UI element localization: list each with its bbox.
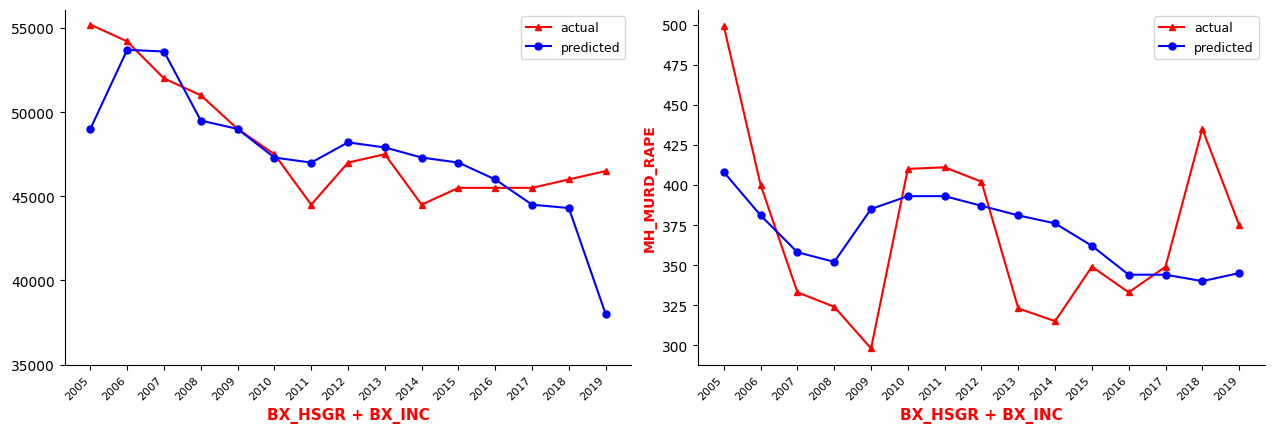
predicted	[83, 127, 98, 132]
actual	[120, 40, 135, 45]
actual	[341, 161, 356, 166]
predicted	[753, 213, 768, 218]
actual	[193, 93, 208, 99]
actual	[1048, 319, 1063, 324]
predicted	[827, 260, 842, 265]
Line: actual: actual	[721, 24, 1242, 352]
predicted	[193, 118, 208, 124]
Line: predicted: predicted	[721, 169, 1243, 285]
predicted	[450, 161, 466, 166]
actual	[1011, 306, 1026, 311]
Y-axis label: MH_MURD_RAPE: MH_MURD_RAPE	[643, 124, 657, 252]
actual	[561, 178, 577, 183]
Line: predicted: predicted	[87, 47, 609, 318]
actual	[1122, 290, 1137, 295]
actual	[1194, 127, 1210, 132]
actual	[716, 25, 731, 30]
actual	[524, 186, 540, 191]
actual	[487, 186, 503, 191]
predicted	[267, 155, 282, 161]
X-axis label: BX_HSGR + BX_INC: BX_HSGR + BX_INC	[900, 407, 1063, 423]
actual	[1157, 264, 1173, 270]
predicted	[561, 206, 577, 211]
Line: actual: actual	[88, 23, 609, 208]
actual	[974, 180, 989, 185]
actual	[304, 203, 319, 208]
predicted	[900, 194, 915, 199]
predicted	[156, 50, 171, 55]
actual	[790, 290, 805, 295]
predicted	[341, 141, 356, 146]
predicted	[524, 203, 540, 208]
predicted	[1231, 271, 1247, 276]
predicted	[974, 204, 989, 209]
Legend: actual, predicted: actual, predicted	[1154, 17, 1258, 59]
actual	[827, 305, 842, 310]
Legend: actual, predicted: actual, predicted	[521, 17, 625, 59]
actual	[83, 23, 98, 28]
actual	[267, 152, 282, 158]
actual	[864, 346, 879, 351]
actual	[230, 127, 245, 132]
X-axis label: BX_HSGR + BX_INC: BX_HSGR + BX_INC	[267, 407, 430, 423]
predicted	[1011, 213, 1026, 218]
predicted	[864, 207, 879, 212]
predicted	[1157, 273, 1173, 278]
predicted	[413, 155, 429, 161]
predicted	[1085, 243, 1100, 249]
actual	[900, 167, 915, 172]
actual	[1231, 223, 1247, 228]
predicted	[790, 250, 805, 255]
predicted	[120, 48, 135, 53]
predicted	[716, 170, 731, 175]
predicted	[487, 178, 503, 183]
predicted	[230, 127, 245, 132]
predicted	[378, 145, 393, 151]
predicted	[1122, 273, 1137, 278]
predicted	[937, 194, 952, 199]
predicted	[1194, 279, 1210, 284]
actual	[450, 186, 466, 191]
actual	[937, 165, 952, 171]
predicted	[598, 312, 614, 317]
actual	[378, 152, 393, 158]
predicted	[304, 161, 319, 166]
actual	[753, 183, 768, 188]
actual	[156, 77, 171, 82]
actual	[413, 203, 429, 208]
actual	[598, 169, 614, 174]
actual	[1085, 264, 1100, 270]
predicted	[1048, 221, 1063, 227]
